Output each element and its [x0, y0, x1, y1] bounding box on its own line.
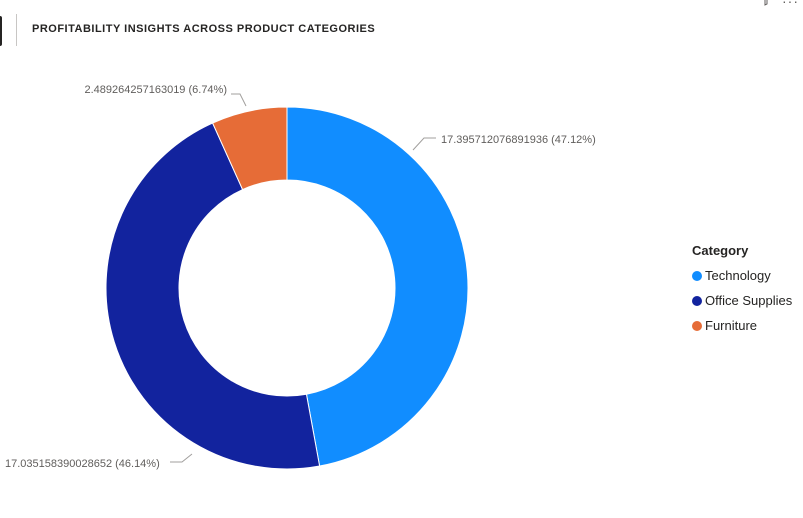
- leader-line-technology: [412, 137, 436, 151]
- visual-header-icons: ···: [760, 0, 799, 8]
- donut-slice-furniture[interactable]: [211, 106, 288, 191]
- leader-line-furniture: [231, 93, 247, 107]
- legend-label-technology: Technology: [705, 268, 771, 283]
- legend-item-office-supplies[interactable]: Office Supplies: [692, 288, 792, 313]
- chart-title: PROFITABILITY INSIGHTS ACROSS PRODUCT CA…: [32, 23, 376, 35]
- data-label-furniture: 2.489264257163019 (6.74%): [84, 84, 227, 96]
- legend-item-furniture[interactable]: Furniture: [692, 313, 792, 338]
- more-options-icon[interactable]: ···: [782, 0, 799, 9]
- legend-label-furniture: Furniture: [705, 318, 758, 333]
- legend-label-office-supplies: Office Supplies: [705, 293, 793, 308]
- filter-icon[interactable]: [760, 0, 772, 6]
- donut-slice-office-supplies[interactable]: [105, 122, 321, 470]
- visual-accent-bar: [0, 16, 2, 46]
- legend-items: Technology Office Supplies Furniture: [692, 263, 792, 338]
- legend-marker-furniture: [692, 320, 702, 331]
- data-labels: 17.395712076891936 (47.12%) 17.0351583900…: [5, 84, 596, 470]
- legend-marker-technology: [692, 270, 702, 281]
- title-divider: [16, 14, 17, 46]
- data-label-technology: 17.395712076891936 (47.12%): [441, 134, 596, 146]
- legend-item-technology[interactable]: Technology: [692, 263, 792, 288]
- leader-line-office-supplies: [170, 453, 193, 463]
- legend: Category Technology Office Supplies Furnit…: [692, 243, 792, 338]
- legend-marker-office-supplies: [692, 295, 702, 306]
- leader-lines: [170, 93, 436, 463]
- data-label-office-supplies: 17.035158390028652 (46.14%): [5, 458, 160, 470]
- donut-slices: [105, 106, 469, 470]
- legend-title: Category: [692, 243, 749, 258]
- donut-slice-technology[interactable]: [286, 106, 469, 467]
